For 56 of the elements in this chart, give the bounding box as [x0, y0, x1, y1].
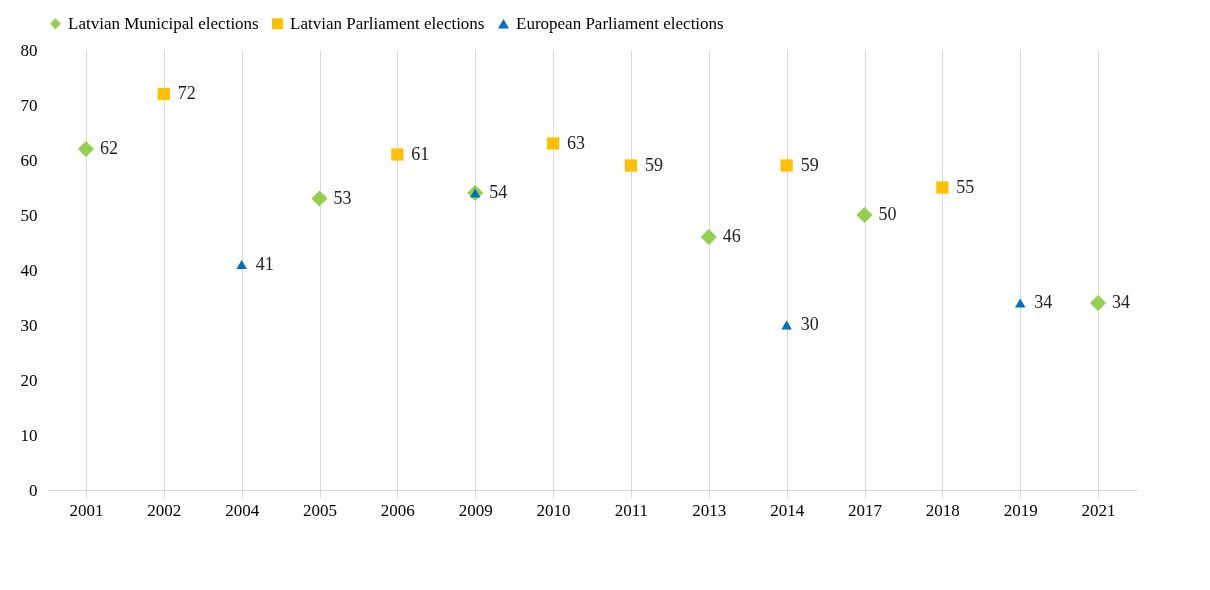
point [1014, 298, 1026, 308]
x-tick-label: 2009 [458, 500, 493, 520]
x-tick-label: 2011 [614, 500, 649, 520]
point [781, 320, 792, 330]
point [1090, 294, 1107, 312]
y-tick-label: 80 [20, 40, 38, 60]
point [469, 188, 481, 198]
y-tick-label: 10 [20, 425, 38, 445]
x-tick-label: 2001 [69, 500, 104, 520]
data-label: 59 [644, 154, 663, 175]
legend-label: European Parliament elections [516, 13, 724, 33]
y-tick-label: 30 [20, 315, 38, 335]
point [391, 148, 404, 161]
data-label: 41 [255, 253, 274, 274]
data-label: 54 [489, 182, 508, 202]
point [936, 181, 949, 194]
data-label: 50 [878, 204, 897, 224]
point [236, 259, 247, 270]
data-label: 34 [1034, 292, 1053, 312]
data-label: 34 [1112, 292, 1131, 312]
data-label: 55 [956, 176, 975, 197]
x-tick-label: 2014 [770, 500, 805, 520]
legend-label: Latvian Municipal elections [68, 13, 259, 33]
data-label: 53 [333, 187, 352, 208]
x-tick-label: 2004 [225, 500, 260, 520]
data-label: 62 [99, 138, 118, 158]
point [77, 140, 94, 158]
x-tick-label: 2013 [692, 500, 727, 520]
y-tick-label: 50 [20, 205, 38, 225]
point [546, 137, 560, 150]
data-label: 30 [800, 314, 819, 334]
x-tick-label: 2010 [536, 500, 571, 520]
point [624, 159, 638, 172]
y-tick-label: 40 [20, 260, 38, 280]
point [311, 190, 328, 207]
x-tick-label: 2018 [925, 500, 960, 520]
point [780, 159, 793, 172]
y-tick-label: 20 [20, 370, 38, 390]
y-tick-label: 0 [29, 480, 38, 500]
y-tick-label: 70 [20, 95, 38, 115]
x-tick-label: 2005 [303, 500, 337, 520]
data-label: 72 [177, 83, 196, 103]
point [157, 87, 170, 101]
x-tick-label: 2017 [848, 500, 883, 520]
x-tick-label: 2002 [147, 500, 182, 520]
point [700, 228, 717, 246]
data-label: 61 [411, 143, 430, 164]
x-tick-label: 2006 [380, 500, 415, 520]
legend-label: Latvian Parliament elections [290, 13, 485, 33]
data-label: 46 [722, 226, 741, 246]
point [856, 206, 873, 224]
y-tick-label: 60 [20, 150, 38, 170]
data-label: 59 [800, 154, 819, 175]
x-tick-label: 2021 [1081, 500, 1116, 520]
data-label: 63 [567, 132, 586, 153]
x-tick-label: 2019 [1003, 500, 1038, 520]
